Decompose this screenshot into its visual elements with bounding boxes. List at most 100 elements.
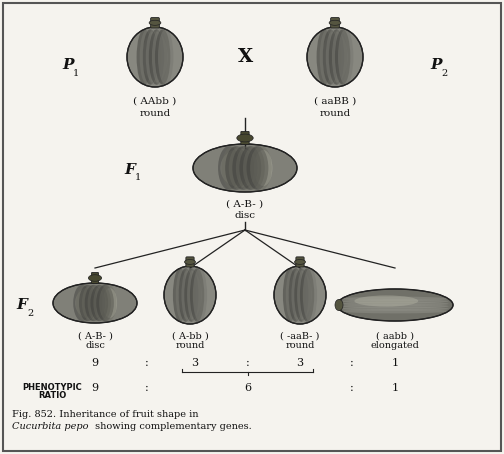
Ellipse shape bbox=[229, 146, 250, 190]
Ellipse shape bbox=[341, 304, 449, 308]
Ellipse shape bbox=[102, 288, 117, 318]
Ellipse shape bbox=[274, 266, 326, 324]
Ellipse shape bbox=[283, 268, 297, 322]
Ellipse shape bbox=[237, 134, 253, 142]
Text: Fig. 852. Inheritance of fruit shape in: Fig. 852. Inheritance of fruit shape in bbox=[12, 410, 202, 419]
Ellipse shape bbox=[127, 27, 183, 87]
Ellipse shape bbox=[218, 146, 240, 190]
Text: 2: 2 bbox=[27, 309, 33, 317]
Text: 3: 3 bbox=[296, 358, 303, 368]
Text: round: round bbox=[320, 109, 351, 118]
Ellipse shape bbox=[320, 29, 335, 85]
Ellipse shape bbox=[91, 285, 108, 321]
Ellipse shape bbox=[140, 29, 155, 85]
FancyBboxPatch shape bbox=[151, 18, 159, 28]
Ellipse shape bbox=[76, 285, 94, 321]
Ellipse shape bbox=[329, 20, 341, 25]
Ellipse shape bbox=[303, 268, 317, 322]
Ellipse shape bbox=[335, 29, 350, 85]
Ellipse shape bbox=[222, 146, 243, 190]
Ellipse shape bbox=[294, 260, 305, 264]
Text: F: F bbox=[124, 163, 136, 177]
Ellipse shape bbox=[323, 29, 338, 85]
Text: round: round bbox=[175, 341, 205, 350]
Ellipse shape bbox=[181, 268, 196, 322]
Ellipse shape bbox=[85, 285, 102, 321]
Text: ( A-B- ): ( A-B- ) bbox=[78, 332, 112, 341]
Ellipse shape bbox=[88, 275, 102, 281]
FancyBboxPatch shape bbox=[296, 257, 304, 267]
Text: Cucurbita pepo: Cucurbita pepo bbox=[12, 422, 89, 431]
Ellipse shape bbox=[323, 31, 348, 83]
Ellipse shape bbox=[236, 146, 258, 190]
Ellipse shape bbox=[184, 268, 199, 322]
Ellipse shape bbox=[246, 146, 268, 190]
Ellipse shape bbox=[341, 309, 449, 313]
Ellipse shape bbox=[99, 285, 117, 321]
Ellipse shape bbox=[225, 146, 247, 190]
Ellipse shape bbox=[193, 144, 297, 192]
FancyBboxPatch shape bbox=[331, 18, 339, 28]
Text: 2: 2 bbox=[441, 69, 447, 78]
Text: disc: disc bbox=[234, 211, 256, 220]
Text: round: round bbox=[285, 341, 314, 350]
Text: ( aabb ): ( aabb ) bbox=[376, 332, 414, 341]
Text: round: round bbox=[140, 109, 171, 118]
Text: ( A-bb ): ( A-bb ) bbox=[172, 332, 208, 341]
Text: P: P bbox=[62, 58, 74, 72]
Ellipse shape bbox=[291, 268, 306, 322]
Ellipse shape bbox=[193, 268, 207, 322]
Ellipse shape bbox=[250, 146, 272, 190]
Ellipse shape bbox=[158, 29, 173, 85]
Ellipse shape bbox=[326, 29, 341, 85]
Ellipse shape bbox=[75, 287, 106, 319]
Text: 1: 1 bbox=[135, 173, 141, 183]
Ellipse shape bbox=[93, 285, 111, 321]
Text: ( A-B- ): ( A-B- ) bbox=[226, 200, 264, 209]
Ellipse shape bbox=[288, 270, 311, 320]
Ellipse shape bbox=[307, 27, 363, 87]
Ellipse shape bbox=[341, 296, 449, 301]
Ellipse shape bbox=[332, 29, 347, 85]
Ellipse shape bbox=[338, 29, 353, 85]
FancyBboxPatch shape bbox=[241, 132, 249, 144]
Text: 9: 9 bbox=[91, 358, 99, 368]
Ellipse shape bbox=[220, 149, 259, 187]
Text: PHENOTYPIC: PHENOTYPIC bbox=[22, 383, 82, 392]
Ellipse shape bbox=[335, 299, 343, 311]
Text: :: : bbox=[350, 358, 354, 368]
Ellipse shape bbox=[173, 268, 187, 322]
Text: ( -aaB- ): ( -aaB- ) bbox=[280, 332, 320, 341]
Ellipse shape bbox=[73, 285, 91, 321]
Ellipse shape bbox=[243, 146, 265, 190]
Ellipse shape bbox=[152, 29, 167, 85]
Ellipse shape bbox=[341, 306, 449, 311]
FancyBboxPatch shape bbox=[92, 272, 98, 283]
Ellipse shape bbox=[176, 268, 190, 322]
Ellipse shape bbox=[294, 268, 308, 322]
Text: 1: 1 bbox=[392, 358, 399, 368]
Ellipse shape bbox=[82, 285, 99, 321]
Ellipse shape bbox=[254, 150, 272, 186]
Ellipse shape bbox=[337, 289, 453, 321]
Text: ( AAbb ): ( AAbb ) bbox=[134, 97, 176, 106]
Ellipse shape bbox=[53, 283, 137, 323]
Ellipse shape bbox=[190, 268, 204, 322]
Ellipse shape bbox=[178, 268, 193, 322]
Ellipse shape bbox=[88, 285, 105, 321]
FancyBboxPatch shape bbox=[186, 257, 194, 267]
Text: ( aaBB ): ( aaBB ) bbox=[314, 97, 356, 106]
Ellipse shape bbox=[79, 285, 97, 321]
Text: RATIO: RATIO bbox=[38, 391, 66, 400]
Ellipse shape bbox=[137, 29, 152, 85]
Ellipse shape bbox=[354, 296, 418, 306]
Ellipse shape bbox=[149, 29, 164, 85]
Text: :: : bbox=[145, 358, 149, 368]
Text: 1: 1 bbox=[392, 383, 399, 393]
Ellipse shape bbox=[329, 29, 344, 85]
Ellipse shape bbox=[146, 29, 161, 85]
Text: :: : bbox=[145, 383, 149, 393]
Text: X: X bbox=[237, 48, 253, 66]
Text: F: F bbox=[17, 298, 27, 312]
Text: P: P bbox=[430, 58, 442, 72]
